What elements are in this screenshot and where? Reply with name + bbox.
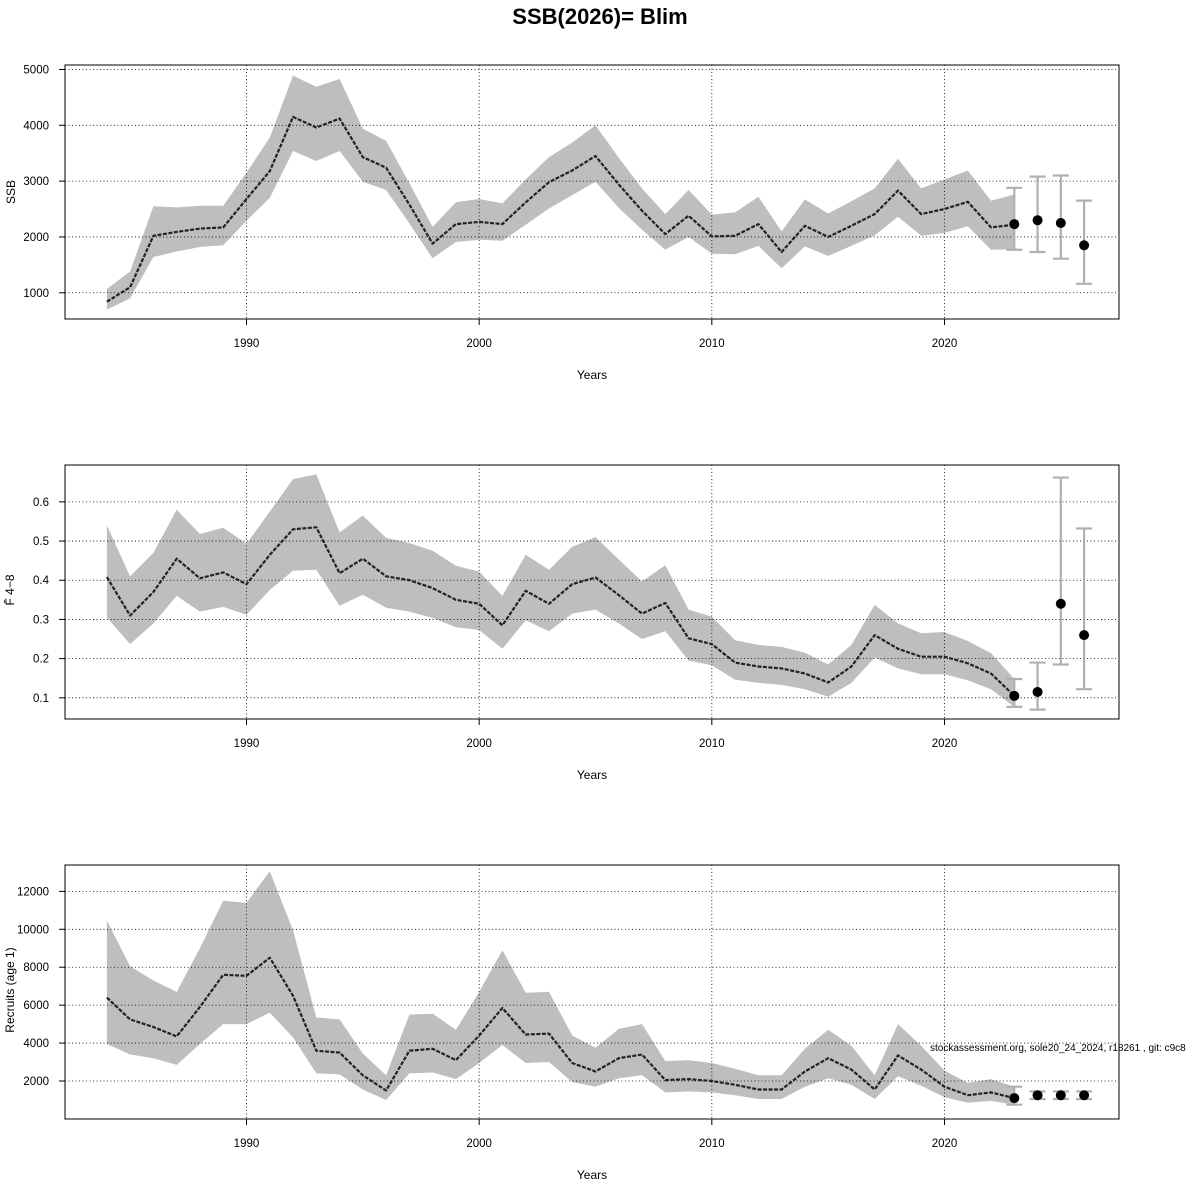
ssb-plot-frame bbox=[64, 64, 1120, 320]
ssb-y-tick-label: 2000 bbox=[23, 232, 49, 244]
ssb-forecast-point bbox=[1032, 215, 1043, 226]
ssb-confidence-band bbox=[106, 75, 1015, 310]
recruits-x-tick-label: 1990 bbox=[234, 1138, 260, 1150]
recruits-confidence-band bbox=[106, 871, 1015, 1105]
recruits-x-tick-label: 2020 bbox=[932, 1138, 958, 1150]
fbar-x-axis-label: Years bbox=[577, 768, 607, 782]
recruits-plot-frame bbox=[64, 864, 1120, 1120]
fbar-forecast-point bbox=[1079, 630, 1090, 641]
recruits-y-tick-label: 6000 bbox=[23, 1000, 49, 1012]
recruits-forecast-point bbox=[1009, 1093, 1020, 1104]
fbar-y-tick-label: 0.1 bbox=[33, 693, 49, 705]
recruits-y-tick-label: 8000 bbox=[23, 962, 49, 974]
fbar-estimate-line bbox=[105, 526, 1016, 697]
recruits-forecast-point bbox=[1032, 1090, 1043, 1101]
fbar-y-tick-label: 0.5 bbox=[33, 536, 49, 548]
ssb-y-axis-label: SSB bbox=[4, 180, 18, 204]
ssb-x-tick-label: 2010 bbox=[699, 338, 725, 350]
fbar-x-tick-label: 1990 bbox=[234, 738, 260, 750]
fbar-panel: F̄ 4−8 Years 1990 2000 2010 2020 0.1 0.2 0.3 0.… bbox=[3, 464, 1120, 782]
recruits-y-tick-label: 10000 bbox=[17, 924, 49, 936]
fbar-y-tick-label: 0.3 bbox=[33, 614, 49, 626]
fbar-x-tick-label: 2020 bbox=[932, 738, 958, 750]
fbar-confidence-band bbox=[106, 474, 1015, 707]
recruits-y-tick-label: 2000 bbox=[23, 1076, 49, 1088]
recruits-estimate-line bbox=[106, 956, 1015, 1100]
ssb-x-tick-label: 2020 bbox=[932, 338, 958, 350]
recruits-panel: Recruits (age 1) Years 1990 2000 2010 2020 2… bbox=[3, 864, 1120, 1182]
fbar-y-axis-label: F̄ 4−8 bbox=[3, 574, 17, 605]
footnote: stockassessment.org, sole20_24_2024, r18… bbox=[930, 1043, 1186, 1054]
ssb-y-tick-label: 1000 bbox=[23, 288, 49, 300]
recruits-y-axis-label: Recruits (age 1) bbox=[3, 947, 17, 1032]
recruits-x-tick-label: 2010 bbox=[699, 1138, 725, 1150]
ssb-y-tick-label: 3000 bbox=[23, 176, 49, 188]
recruits-x-tick-label: 2000 bbox=[466, 1138, 492, 1150]
recruits-x-axis-label: Years bbox=[577, 1168, 607, 1182]
fbar-forecast-point bbox=[1009, 690, 1020, 701]
ssb-forecast-point bbox=[1079, 240, 1090, 251]
ssb-x-axis-label: Years bbox=[577, 368, 607, 382]
recruits-y-tick-label: 12000 bbox=[17, 886, 49, 898]
ssb-y-tick-label: 5000 bbox=[23, 64, 49, 76]
recruits-forecast-point bbox=[1079, 1090, 1090, 1101]
ssb-x-tick-label: 1990 bbox=[234, 338, 260, 350]
ssb-forecast-point bbox=[1055, 217, 1066, 228]
fbar-forecast-point bbox=[1055, 598, 1066, 609]
ssb-forecast-point bbox=[1009, 219, 1020, 230]
fbar-y-tick-label: 0.2 bbox=[33, 654, 49, 666]
fbar-forecast-point bbox=[1032, 686, 1043, 697]
ssb-y-tick-label: 4000 bbox=[23, 120, 49, 132]
fbar-y-tick-label: 0.6 bbox=[33, 497, 49, 509]
recruits-forecast-point bbox=[1055, 1090, 1066, 1101]
ssb-panel: SSB Years 1990 2000 2010 2020 1000 2000 3000 40… bbox=[4, 64, 1120, 382]
fbar-y-tick-label: 0.4 bbox=[33, 575, 50, 587]
fbar-x-tick-label: 2010 bbox=[699, 738, 725, 750]
ssb-x-tick-label: 2000 bbox=[466, 338, 492, 350]
fbar-plot-frame bbox=[64, 464, 1120, 720]
recruits-y-tick-label: 4000 bbox=[23, 1038, 49, 1050]
fbar-x-tick-label: 2000 bbox=[466, 738, 492, 750]
figure-title: SSB(2026)= Blim bbox=[512, 4, 687, 29]
ssb-estimate-line bbox=[106, 115, 1015, 303]
